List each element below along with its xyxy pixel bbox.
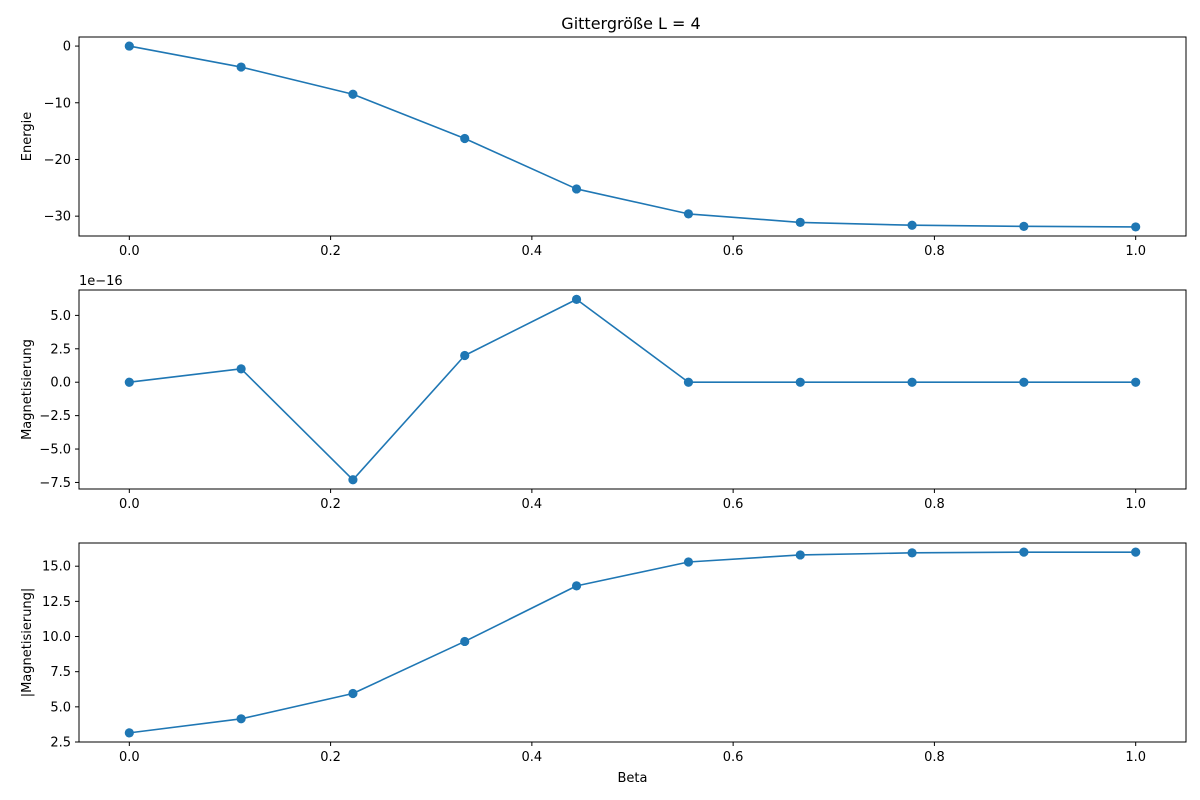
y-tick-label: 12.5 — [42, 595, 71, 610]
data-point — [1019, 377, 1029, 387]
figure-title: Gittergröße L = 4 — [561, 14, 700, 33]
data-point — [907, 377, 917, 387]
y-tick-label: 15.0 — [42, 560, 71, 575]
data-point — [348, 475, 358, 485]
data-point — [460, 133, 470, 144]
axes-frame — [78, 36, 1187, 237]
series-line — [129, 45, 1136, 228]
data-point — [571, 294, 582, 304]
x-tick-label: 0.6 — [723, 244, 744, 259]
x-tick-label: 1.0 — [1125, 497, 1146, 512]
y-axis-label: Magnetisierung — [20, 339, 35, 440]
x-tick-label: 1.0 — [1125, 244, 1146, 259]
data-point — [683, 377, 694, 387]
y-tick-label: 10.0 — [42, 630, 71, 645]
x-tick-label: 0.4 — [522, 750, 543, 765]
x-tick-label: 0.4 — [522, 497, 543, 512]
y-tick-label: 2.5 — [50, 342, 71, 357]
y-axis-label: Energie — [20, 112, 35, 161]
y-tick-label: 5.0 — [50, 309, 71, 324]
y-axis-label: |Magnetisierung| — [20, 588, 35, 698]
subplot-2: 0.0 0.2 0.4 0.6 0.8 1.0 5.0 2.5 0.0 −2.5 −5.0 −7.5 1… — [20, 274, 1187, 512]
x-tick-label: 0.6 — [723, 497, 744, 512]
data-point — [571, 184, 582, 194]
data-point — [1019, 221, 1029, 231]
y-tick-label: −30 — [44, 210, 71, 225]
series-line — [129, 298, 1136, 481]
data-point — [460, 636, 470, 647]
x-tick-label: 0.0 — [119, 497, 140, 512]
data-point — [683, 557, 694, 567]
x-tick-label: 0.2 — [320, 244, 341, 259]
data-point — [683, 209, 694, 219]
data-point — [795, 550, 805, 560]
y-tick-label: 7.5 — [50, 665, 71, 680]
y-tick-label: 5.0 — [50, 700, 71, 715]
data-point — [124, 41, 134, 51]
x-tick-label: 1.0 — [1125, 750, 1146, 765]
x-tick-label: 0.6 — [723, 750, 744, 765]
data-point — [907, 548, 917, 558]
data-point — [348, 688, 358, 699]
x-tick-label: 0.8 — [924, 497, 945, 512]
data-point — [795, 217, 805, 227]
y-tick-label: −5.0 — [39, 443, 71, 458]
subplot-1: 0.0 0.2 0.4 0.6 0.8 1.0 0 −10 −20 −30 Energie — [20, 36, 1187, 259]
data-point — [571, 581, 582, 591]
y-tick-label: −2.5 — [39, 409, 71, 424]
y-tick-label: 0 — [63, 40, 71, 55]
y-tick-label: −7.5 — [39, 476, 71, 491]
subplot-3: 0.0 0.2 0.4 0.6 0.8 1.0 2.5 5.0 7.5 10.0 12.5 15.0 |… — [20, 542, 1187, 786]
y-tick-label: −20 — [44, 153, 71, 168]
data-point — [348, 89, 358, 99]
data-point — [236, 364, 246, 374]
x-tick-label: 0.8 — [924, 750, 945, 765]
x-tick-label: 0.0 — [119, 750, 140, 765]
x-tick-label: 0.0 — [119, 244, 140, 259]
x-tick-label: 0.4 — [522, 244, 543, 259]
data-point — [236, 714, 246, 724]
y-tick-label: −10 — [44, 96, 71, 111]
data-point — [907, 220, 917, 230]
x-tick-label: 0.2 — [320, 750, 341, 765]
axes-frame — [78, 289, 1187, 490]
data-point — [236, 62, 246, 72]
data-point — [124, 377, 134, 387]
x-axis-label: Beta — [618, 771, 648, 786]
series-line — [129, 551, 1136, 734]
data-point — [124, 728, 134, 738]
y-tick-label: 0.0 — [50, 376, 71, 391]
data-point — [1019, 547, 1029, 557]
y-tick-label: 2.5 — [50, 736, 71, 751]
x-tick-label: 0.8 — [924, 244, 945, 259]
data-point — [1131, 547, 1141, 557]
data-point — [795, 377, 805, 387]
axes-frame — [78, 542, 1187, 743]
data-point — [1131, 222, 1141, 232]
x-tick-label: 0.2 — [320, 497, 341, 512]
data-point — [1131, 377, 1141, 387]
data-point — [460, 350, 470, 361]
y-offset-text: 1e−16 — [79, 274, 123, 289]
